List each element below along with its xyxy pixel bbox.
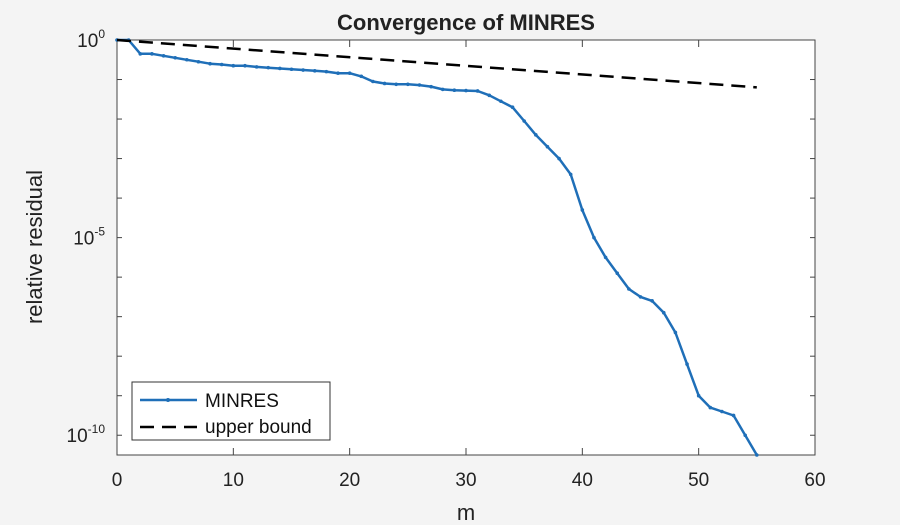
series-point: [568, 172, 573, 177]
axis-ticks: [116, 39, 816, 455]
x-tick-labels: 0 10 20 30 40 50 60: [112, 470, 826, 491]
series-point: [219, 62, 224, 67]
series-point: [534, 133, 538, 137]
series-point: [406, 82, 410, 87]
series-point: [347, 71, 352, 75]
series-point: [464, 88, 468, 93]
series-point: [312, 69, 317, 73]
series-point: [731, 413, 736, 418]
chart-title: Convergence of MINRES: [337, 10, 595, 35]
x-tick-label: 50: [688, 470, 709, 491]
y-tick-label: 10-10: [67, 422, 106, 447]
y-axis-label: relative residual: [22, 170, 47, 324]
series-point: [452, 88, 457, 92]
series-point: [696, 393, 701, 398]
series-point: [499, 99, 503, 104]
series-point: [708, 405, 713, 410]
y-tick-exponent: -10: [88, 422, 106, 436]
y-tick-base: 10: [73, 229, 94, 250]
series-point: [673, 330, 678, 335]
legend-box: [131, 381, 331, 441]
series-point: [720, 409, 724, 414]
series-point: [278, 66, 282, 71]
series-point: [650, 299, 654, 303]
series-point: [359, 74, 364, 79]
x-tick-label: 10: [223, 470, 244, 491]
series-point: [243, 63, 247, 68]
x-tick-label: 30: [455, 470, 476, 491]
series-point: [755, 453, 759, 457]
series-point: [394, 82, 399, 87]
y-tick-exponent: 0: [98, 27, 105, 41]
series-line-1: [116, 38, 757, 89]
series-point: [254, 65, 259, 69]
x-tick-label: 60: [804, 470, 825, 491]
x-tick-label: 40: [572, 470, 593, 491]
series-point: [545, 144, 550, 149]
legend-swatch-minres-dot: [166, 398, 170, 402]
x-tick-label: 0: [112, 470, 123, 491]
series-point: [638, 295, 643, 299]
series-point: [231, 63, 236, 68]
x-axis-label: m: [457, 500, 475, 525]
legend: MINRES upper bound: [131, 381, 331, 441]
series-point: [185, 57, 189, 62]
series-point: [603, 255, 608, 260]
series-point: [522, 119, 526, 123]
y-tick-base: 10: [67, 426, 88, 447]
series-point: [627, 287, 631, 291]
series-layer: [115, 38, 759, 457]
series-point: [161, 54, 166, 58]
y-tick-exponent: -5: [94, 225, 105, 239]
y-tick-label: 10-5: [73, 225, 105, 250]
series-point: [743, 433, 747, 438]
series-point: [336, 71, 340, 75]
series-point: [592, 235, 596, 240]
series-point: [429, 84, 433, 89]
series-line-0: [117, 38, 758, 456]
series-point: [510, 105, 515, 109]
legend-label-upper-bound: upper bound: [205, 417, 312, 438]
legend-label-minres: MINRES: [205, 391, 279, 412]
series-point: [580, 208, 585, 212]
series-point: [382, 81, 387, 86]
x-tick-label: 20: [339, 470, 360, 491]
series-point: [557, 156, 561, 161]
series-point: [208, 61, 212, 66]
series-point: [685, 362, 689, 366]
series-point: [150, 52, 154, 56]
series-point: [475, 89, 480, 93]
series-point: [289, 67, 294, 72]
series-point: [138, 52, 143, 56]
series-point: [196, 59, 201, 64]
series-point: [417, 83, 422, 87]
series-point: [324, 69, 329, 74]
series-point: [266, 65, 271, 70]
series-point: [615, 271, 620, 275]
series-point: [440, 87, 445, 92]
series-point: [301, 68, 305, 72]
series-point: [487, 93, 492, 98]
series-point: [173, 55, 177, 60]
series-point: [661, 310, 666, 315]
series-point: [371, 79, 375, 84]
y-tick-base: 10: [77, 31, 98, 52]
y-tick-label: 100: [77, 27, 105, 52]
